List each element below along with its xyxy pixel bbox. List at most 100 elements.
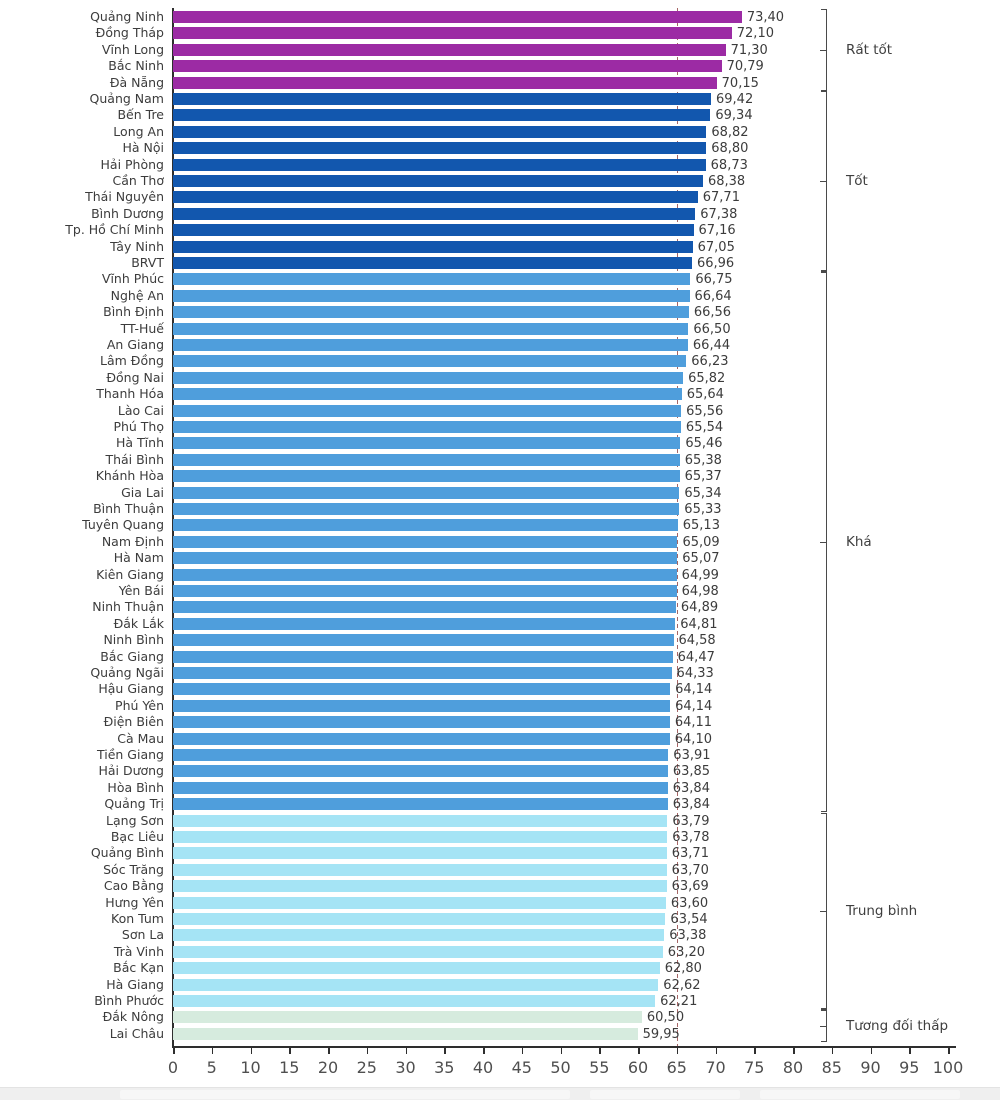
value-label: 68,38 [707,174,746,189]
bar [173,404,682,417]
tier-bracket-nub [820,49,826,51]
value-label: 59,95 [642,1026,680,1042]
bar [173,60,722,73]
bar [173,929,665,942]
value-label: 65,09 [682,534,720,550]
value-label: 63,70 [671,862,709,878]
x-axis-tick-label: 45 [511,1058,532,1077]
tier-bracket-hook [821,1009,826,1011]
province-label: Đắk Lắk [113,615,164,631]
value-label: 64,14 [675,698,713,714]
province-label: Cần Thơ [112,173,165,188]
value-label: 62,80 [664,961,702,977]
tier-bracket [826,9,828,91]
bar [173,207,696,220]
bar [173,76,717,89]
value-label: 66,44 [692,338,731,353]
bar [173,158,706,171]
bar [173,43,726,56]
bar [173,765,668,778]
province-label: Bắc Kạn [113,960,164,976]
value-label: 63,69 [671,879,709,895]
value-label: 65,07 [682,551,720,567]
x-axis-tick-label: 95 [899,1058,920,1077]
value-label: 64,98 [681,584,719,599]
bar [173,27,732,40]
bar [173,240,693,253]
bar [173,995,656,1007]
value-label: 64,10 [674,731,712,747]
value-label: 72,10 [736,26,774,42]
value-label: 64,99 [681,567,719,583]
value-label: 65,38 [684,452,722,468]
bar [173,880,667,893]
value-label: 67,38 [700,206,738,222]
bar [173,109,711,122]
x-axis-tick-label: 0 [167,1058,179,1077]
value-label: 65,37 [684,469,722,485]
province-label: BRVT [131,255,164,270]
value-label: 66,50 [693,321,731,337]
bar [173,1027,638,1040]
bar [173,617,676,630]
province-label: Kon Tum [111,911,164,926]
value-label: 65,64 [686,387,724,403]
tier-bracket-hook [821,270,826,272]
x-axis-tick [366,1046,369,1054]
value-label: 71,30 [730,42,768,58]
value-label: 64,47 [677,649,715,665]
x-axis-tick [173,1046,175,1054]
tier-bracket-nub [820,541,826,543]
province-label: An Giang [106,337,164,352]
province-label: Long An [113,123,164,139]
bar [173,437,681,450]
bar [173,339,688,351]
province-label: Bến Tre [117,107,164,123]
x-axis-tick-label: 30 [395,1058,416,1077]
bar [173,650,673,663]
x-axis-tick-label: 70 [705,1058,726,1077]
tier-bracket-nub [820,1025,826,1027]
bar [173,322,689,335]
tier-bracket-hook [821,1008,826,1010]
x-axis-tick [676,1046,679,1054]
footer-segment [760,1090,960,1099]
value-label: 63,71 [671,846,709,862]
tier-bracket [826,91,828,271]
value-label: 65,56 [686,403,724,419]
province-label: Hà Tĩnh [116,435,164,451]
value-label: 73,40 [746,10,785,25]
value-label: 63,54 [670,912,708,927]
tier-bracket-hook [821,9,826,11]
bar [173,175,703,187]
province-label: Vĩnh Phúc [101,271,164,287]
province-label: Hưng Yên [105,894,164,910]
province-label: Hòa Bình [107,779,164,795]
province-label: Quảng Ngãi [90,665,164,680]
province-label: Nghệ An [110,287,164,303]
province-label: Quảng Ninh [90,9,164,24]
value-label: 70,15 [721,75,759,91]
value-label: 65,13 [682,518,720,534]
tier-bracket-hook [821,271,826,273]
x-axis-tick [521,1046,524,1054]
bar [173,142,707,155]
bar [173,257,692,269]
tier-bracket-hook [821,89,826,91]
province-label: Bình Định [103,304,164,320]
bar [173,486,680,499]
value-label: 60,50 [646,1010,685,1026]
province-label: Ninh Bình [103,632,164,648]
province-label: Hải Dương [98,763,164,779]
province-label: Bạc Liêu [110,829,164,844]
x-axis-tick [289,1046,291,1054]
bar [173,978,659,991]
x-axis-tick-label: 40 [472,1058,494,1077]
province-label: Phú Yên [115,697,164,713]
bar [173,831,668,843]
bar [173,503,680,515]
tier-bracket-hook [821,91,826,93]
province-label: Lạng Sơn [106,812,164,828]
value-label: 62,62 [663,977,701,993]
bar [173,273,691,286]
